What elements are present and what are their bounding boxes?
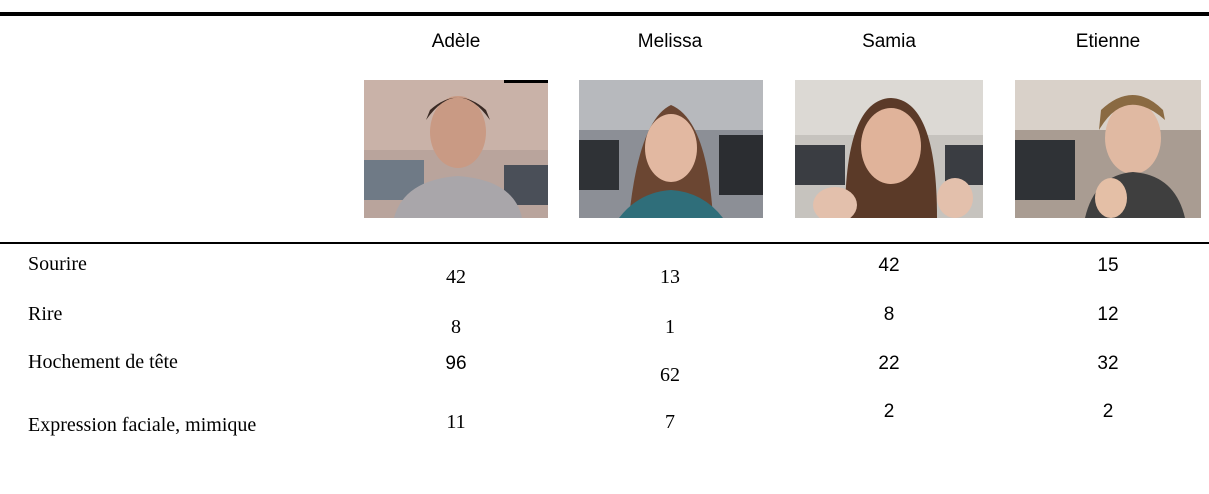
photo xyxy=(795,80,983,218)
top-rule xyxy=(0,12,1209,16)
cell: 2 xyxy=(883,401,895,422)
cell: 62 xyxy=(660,364,680,386)
photo xyxy=(579,80,763,218)
cell: 8 xyxy=(883,304,895,325)
cell: 8 xyxy=(451,316,461,338)
cell: 22 xyxy=(878,353,900,374)
cell: 12 xyxy=(1097,304,1119,325)
cell: 7 xyxy=(665,411,675,433)
row-label: Sourire xyxy=(28,253,87,275)
cell: 2 xyxy=(1102,401,1114,422)
row-label: Expression faciale, mimique xyxy=(28,414,257,436)
row-label: Rire xyxy=(28,303,63,325)
column-header: Samia xyxy=(862,31,916,52)
photo xyxy=(364,80,548,218)
row-label: Hochement de tête xyxy=(28,351,178,373)
cell: 1 xyxy=(665,316,675,338)
cell: 15 xyxy=(1097,255,1119,276)
cell: 32 xyxy=(1097,353,1119,374)
column-header: Melissa xyxy=(637,31,703,52)
header-rule xyxy=(0,242,1209,244)
photo xyxy=(1015,80,1201,218)
column-header: Adèle xyxy=(431,31,481,52)
column-header: Etienne xyxy=(1075,31,1141,52)
cell: 42 xyxy=(878,255,900,276)
cell: 42 xyxy=(446,266,466,288)
cell: 13 xyxy=(660,266,680,288)
cell: 11 xyxy=(446,411,466,433)
cell: 96 xyxy=(445,353,467,374)
